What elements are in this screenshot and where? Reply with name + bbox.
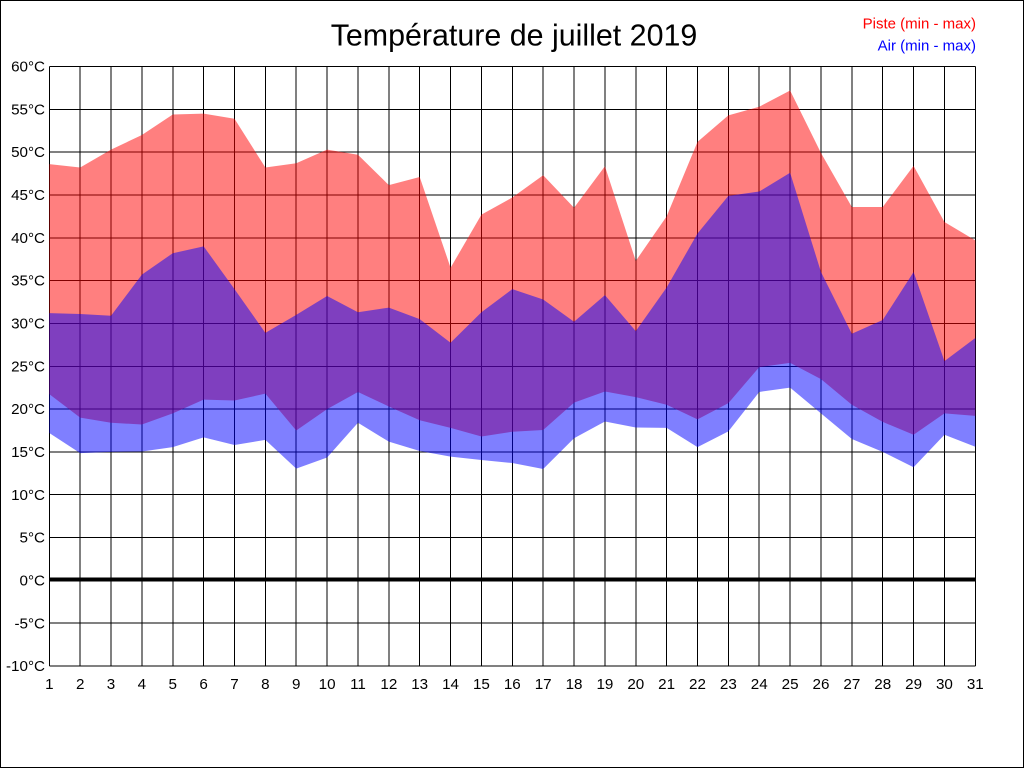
svg-text:26: 26: [813, 676, 830, 693]
svg-text:16: 16: [504, 676, 521, 693]
svg-text:29: 29: [905, 676, 922, 693]
svg-text:9: 9: [292, 676, 300, 693]
svg-text:21: 21: [658, 676, 675, 693]
svg-text:30: 30: [936, 676, 953, 693]
svg-text:27: 27: [843, 676, 860, 693]
svg-text:31: 31: [967, 676, 984, 693]
svg-text:45°C: 45°C: [11, 187, 45, 204]
svg-text:35°C: 35°C: [11, 273, 45, 290]
svg-text:22: 22: [689, 676, 706, 693]
svg-text:-5°C: -5°C: [14, 615, 45, 632]
svg-text:24: 24: [751, 676, 768, 693]
svg-text:30°C: 30°C: [11, 316, 45, 333]
svg-text:14: 14: [442, 676, 459, 693]
svg-text:8: 8: [261, 676, 269, 693]
svg-text:55°C: 55°C: [11, 101, 45, 118]
svg-text:28: 28: [874, 676, 891, 693]
svg-text:5: 5: [169, 676, 177, 693]
svg-text:-10°C: -10°C: [6, 658, 45, 675]
svg-text:13: 13: [411, 676, 428, 693]
svg-text:0°C: 0°C: [20, 572, 46, 589]
svg-text:6: 6: [199, 676, 207, 693]
svg-text:50°C: 50°C: [11, 144, 45, 161]
svg-text:12: 12: [380, 676, 397, 693]
svg-text:19: 19: [596, 676, 613, 693]
svg-text:60°C: 60°C: [11, 59, 45, 76]
svg-text:5°C: 5°C: [20, 530, 46, 547]
svg-text:2: 2: [76, 676, 84, 693]
svg-text:11: 11: [350, 676, 366, 693]
svg-text:23: 23: [720, 676, 737, 693]
svg-text:10: 10: [319, 676, 336, 693]
svg-text:Piste (min - max): Piste (min - max): [863, 16, 976, 33]
svg-text:15: 15: [473, 676, 490, 693]
svg-text:15°C: 15°C: [11, 444, 45, 461]
svg-text:Température de juillet 2019: Température de juillet 2019: [331, 19, 698, 53]
svg-text:4: 4: [138, 676, 146, 693]
svg-text:Air (min - max): Air (min - max): [878, 38, 976, 55]
svg-text:17: 17: [535, 676, 552, 693]
svg-text:7: 7: [230, 676, 238, 693]
svg-text:1: 1: [45, 676, 53, 693]
svg-text:40°C: 40°C: [11, 230, 45, 247]
svg-text:25: 25: [782, 676, 799, 693]
svg-text:20: 20: [627, 676, 644, 693]
svg-text:10°C: 10°C: [11, 487, 45, 504]
svg-text:20°C: 20°C: [11, 401, 45, 418]
svg-text:3: 3: [107, 676, 115, 693]
svg-text:25°C: 25°C: [11, 358, 45, 375]
svg-text:18: 18: [566, 676, 583, 693]
